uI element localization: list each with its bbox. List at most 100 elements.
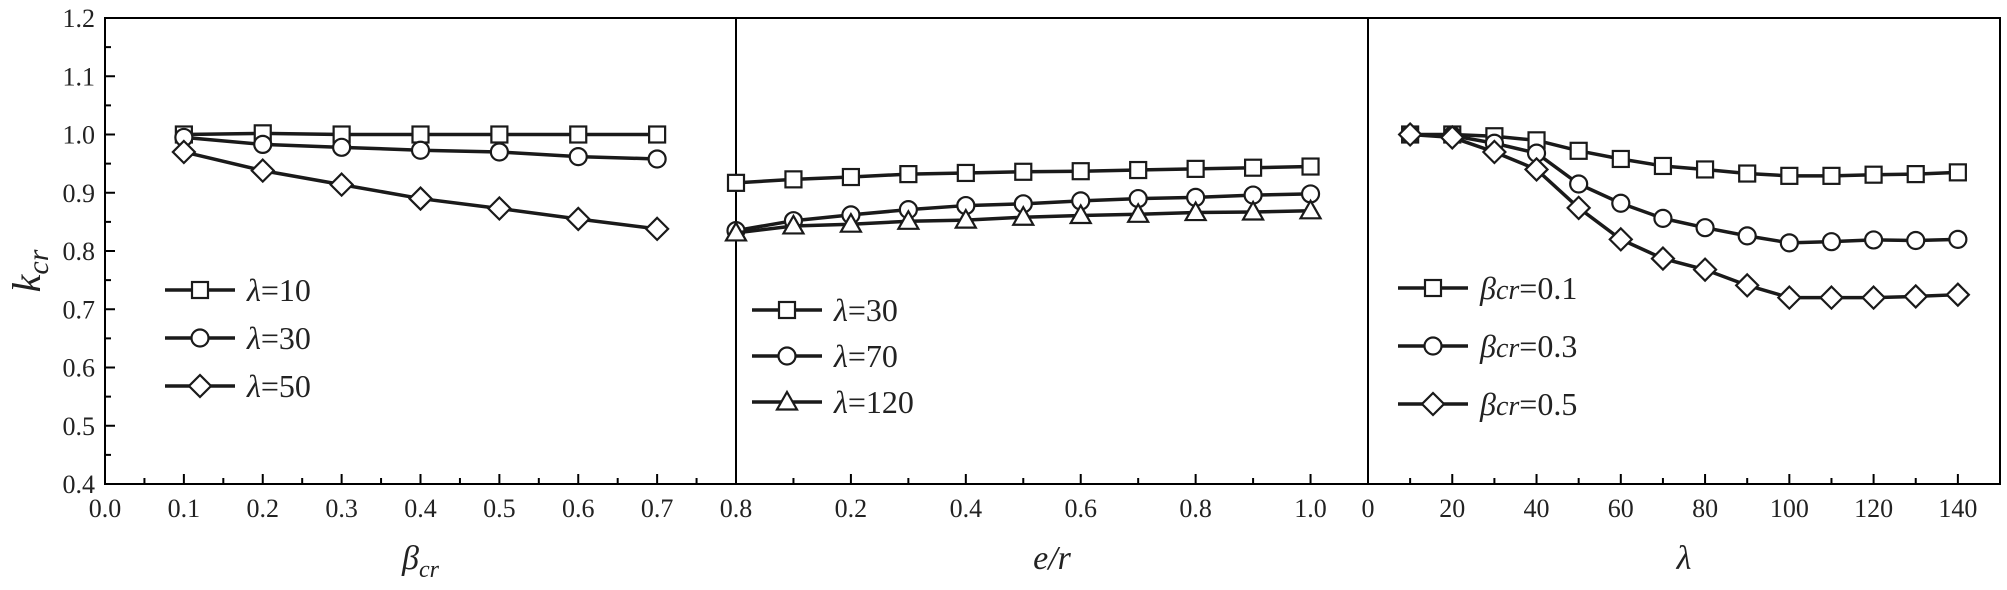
- series-p1-2: [171, 139, 670, 242]
- legend-marker: [1423, 336, 1443, 356]
- series-p3-2: [1397, 121, 1971, 311]
- legend-item: λ=30: [165, 320, 311, 356]
- legend-item: βcr=0.1: [1398, 270, 1577, 306]
- data-point: [1608, 226, 1634, 252]
- data-point: [410, 140, 431, 160]
- legend-marker: [190, 280, 210, 300]
- x-tick-label: 0.0: [89, 494, 122, 523]
- x-tick-label: 120: [1854, 494, 1893, 523]
- data-point: [253, 134, 273, 155]
- legend-label: λ=50: [246, 368, 311, 404]
- legend-label: λ=120: [833, 384, 914, 420]
- panel-p2: 0.2 0.4 0.6 0.8 1.0 e/r λ=30 λ=70 λ=120: [724, 157, 1327, 577]
- data-point: [486, 195, 512, 222]
- legend-item: λ=30: [752, 292, 898, 328]
- data-point: [569, 125, 588, 144]
- legend-marker: [190, 328, 210, 348]
- y-tick-label: 0.7: [63, 295, 96, 324]
- legend-marker: [777, 346, 797, 366]
- data-point: [1569, 174, 1589, 194]
- data-point: [1692, 257, 1718, 283]
- x-tick-label: 100: [1770, 494, 1809, 523]
- data-point: [1611, 193, 1631, 213]
- y-tick-label: 1.0: [63, 121, 96, 150]
- series-p2-0: [726, 157, 1320, 192]
- x-tick-label: 20: [1439, 494, 1465, 523]
- data-point: [1071, 162, 1090, 181]
- x-tick-label: 0.3: [325, 494, 358, 523]
- x-tick-label: 0: [1362, 494, 1375, 523]
- data-point: [1906, 230, 1926, 251]
- data-point: [1014, 162, 1033, 181]
- x-tick-label: 0.8: [720, 494, 753, 523]
- data-point: [1129, 160, 1148, 180]
- y-tick-label: 1.2: [63, 4, 96, 33]
- data-point: [1243, 158, 1263, 177]
- data-point: [1948, 229, 1968, 249]
- data-point: [489, 142, 509, 162]
- data-point: [1779, 233, 1799, 253]
- data-point: [1439, 124, 1465, 150]
- data-point: [1945, 282, 1971, 308]
- x-tick-label: 0.7: [641, 494, 674, 523]
- data-point: [953, 207, 978, 229]
- legend-label: βcr=0.1: [1479, 270, 1577, 306]
- data-point: [1569, 141, 1588, 160]
- legend-marker: [777, 300, 797, 320]
- legend-marker: [775, 389, 799, 411]
- legend-label: βcr=0.5: [1479, 386, 1577, 422]
- x-axis-title: λ: [1676, 540, 1692, 577]
- data-point: [1068, 203, 1093, 225]
- data-point: [1241, 199, 1265, 221]
- y-tick-label: 0.9: [63, 179, 96, 208]
- data-point: [411, 125, 430, 144]
- x-tick-label: 60: [1608, 494, 1634, 523]
- legend-item: βcr=0.3: [1398, 328, 1577, 364]
- data-point: [1948, 163, 1967, 182]
- data-point: [726, 173, 746, 192]
- legend-label: λ=30: [833, 292, 898, 328]
- data-point: [1903, 283, 1929, 309]
- series-p2-2: [724, 198, 1323, 242]
- y-tick-label: 0.5: [63, 412, 96, 441]
- data-point: [565, 206, 591, 232]
- data-point: [1011, 204, 1036, 226]
- data-point: [1653, 156, 1673, 176]
- data-point: [784, 170, 803, 189]
- panel-p3: 0 20 40 60 80 100 120 140 λ βcr=0.1 βcr=0.3 βcr=0.5: [1362, 121, 1977, 577]
- data-point: [1298, 198, 1323, 220]
- series-p1-0: [174, 124, 667, 144]
- data-point: [648, 125, 667, 144]
- data-point: [644, 216, 670, 242]
- y-tick-label: 0.4: [63, 470, 96, 499]
- x-axis-title: βcr: [401, 540, 440, 583]
- x-tick-label: 40: [1524, 494, 1550, 523]
- legend-marker: [187, 373, 213, 399]
- data-point: [1481, 139, 1507, 165]
- data-point: [250, 158, 276, 184]
- data-point: [956, 163, 975, 183]
- data-point: [899, 165, 918, 184]
- series-p3-1: [1400, 124, 1968, 253]
- legend-label: λ=30: [246, 320, 311, 356]
- x-tick-label: 140: [1938, 494, 1977, 523]
- data-point: [839, 211, 863, 233]
- y-axis-title: kcr: [4, 249, 55, 292]
- x-axis-title: e/r: [1033, 540, 1072, 577]
- data-point: [1301, 157, 1320, 176]
- x-tick-label: 0.1: [168, 494, 201, 523]
- data-point: [647, 149, 667, 169]
- data-point: [1821, 232, 1842, 252]
- data-point: [724, 220, 748, 242]
- legend-item: λ=70: [752, 338, 898, 374]
- data-point: [1863, 230, 1884, 250]
- y-tick-label: 0.6: [63, 354, 96, 383]
- x-tick-label: 0.6: [1064, 494, 1097, 523]
- data-point: [1650, 246, 1676, 272]
- legend-marker: [1423, 278, 1443, 298]
- x-tick-label: 0.2: [835, 494, 868, 523]
- data-point: [1861, 285, 1887, 311]
- legend-item: λ=120: [752, 384, 914, 420]
- legend-label: λ=10: [246, 272, 311, 308]
